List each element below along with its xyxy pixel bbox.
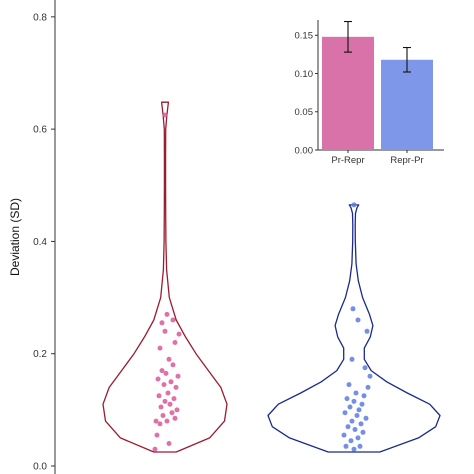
inset-x-tick-label: Pr-Repr <box>331 155 364 166</box>
data-point <box>176 331 182 337</box>
data-point <box>161 382 167 388</box>
y-tick-label: 0.4 <box>33 237 47 248</box>
data-point <box>367 373 373 379</box>
inset-y-tick-label: 0.10 <box>295 69 314 80</box>
data-point <box>359 401 365 407</box>
inset-y-tick-label: 0.00 <box>295 145 314 156</box>
data-point <box>341 432 347 438</box>
inset-y-tick-label: 0.05 <box>295 107 314 118</box>
inset-y-tick-label: 0.15 <box>295 31 314 42</box>
violin-repr-pr <box>267 204 441 453</box>
data-point <box>157 421 163 427</box>
data-point <box>355 317 361 323</box>
data-point <box>348 438 354 444</box>
y-tick-label: 0.0 <box>33 462 47 473</box>
data-point <box>168 379 174 385</box>
violin-plot: 0.0 0.2 0.4 0.6 0.8 Deviation (SD) <box>8 0 441 474</box>
data-point <box>347 404 353 410</box>
data-point <box>164 418 170 424</box>
data-point <box>166 441 172 446</box>
data-point <box>361 393 367 399</box>
data-point <box>162 398 168 404</box>
data-point <box>159 368 165 374</box>
data-point <box>353 390 359 396</box>
inset-bar-chart: 0.00 0.05 0.10 0.15 Pr-Repr Repr-Pr <box>295 20 444 166</box>
data-point <box>166 356 172 362</box>
data-point <box>158 404 164 410</box>
data-point <box>162 328 168 334</box>
data-point <box>352 427 358 432</box>
data-point <box>350 306 356 312</box>
violin-pr-repr <box>102 101 228 453</box>
bar-pr-repr <box>322 36 374 150</box>
data-point <box>349 356 355 362</box>
data-point <box>174 407 180 413</box>
inset-x-axis-ticks: Pr-Repr Repr-Pr <box>331 150 424 166</box>
data-point <box>171 396 177 402</box>
data-point <box>358 421 364 427</box>
data-point <box>351 446 357 452</box>
data-point <box>351 202 357 208</box>
data-point <box>162 112 168 118</box>
inset-bars <box>322 20 433 150</box>
data-point <box>175 373 181 379</box>
inset-y-axis-ticks: 0.00 0.05 0.10 0.15 <box>295 31 318 156</box>
inset-x-tick-label: Repr-Pr <box>390 155 423 166</box>
data-point <box>159 320 165 326</box>
violins <box>102 101 441 453</box>
data-point <box>170 362 176 368</box>
data-point <box>365 384 371 390</box>
data-point <box>364 328 370 334</box>
data-point <box>155 376 161 382</box>
data-point <box>154 432 160 438</box>
data-point <box>345 424 351 430</box>
data-point <box>354 413 360 418</box>
data-point <box>357 443 363 449</box>
data-point <box>362 365 368 371</box>
data-point <box>160 413 166 418</box>
bar-repr-pr <box>381 59 433 150</box>
data-point <box>344 396 350 402</box>
data-point <box>351 398 357 404</box>
data-point <box>349 418 355 424</box>
y-axis-title: Deviation (SD) <box>8 198 22 276</box>
y-tick-label: 0.6 <box>33 125 47 136</box>
data-point <box>163 370 169 376</box>
y-axis-ticks: 0.0 0.2 0.4 0.6 0.8 <box>33 12 55 473</box>
data-point <box>172 340 178 345</box>
data-point <box>170 317 176 323</box>
data-point <box>165 390 171 396</box>
data-point <box>152 446 158 452</box>
data-point <box>157 345 163 351</box>
data-point <box>342 410 348 416</box>
data-point <box>355 435 361 441</box>
data-point <box>343 443 349 449</box>
data-point <box>346 382 352 388</box>
y-tick-label: 0.8 <box>33 12 47 23</box>
data-point <box>156 393 162 399</box>
data-point <box>356 407 362 413</box>
data-point <box>167 401 173 407</box>
data-point <box>172 415 178 421</box>
y-tick-label: 0.2 <box>33 349 47 360</box>
data-point <box>164 311 170 317</box>
jitter-points <box>152 112 373 452</box>
data-point <box>360 429 366 435</box>
data-point <box>153 418 159 424</box>
data-point <box>169 410 175 416</box>
data-point <box>173 384 179 390</box>
data-point <box>363 415 369 421</box>
